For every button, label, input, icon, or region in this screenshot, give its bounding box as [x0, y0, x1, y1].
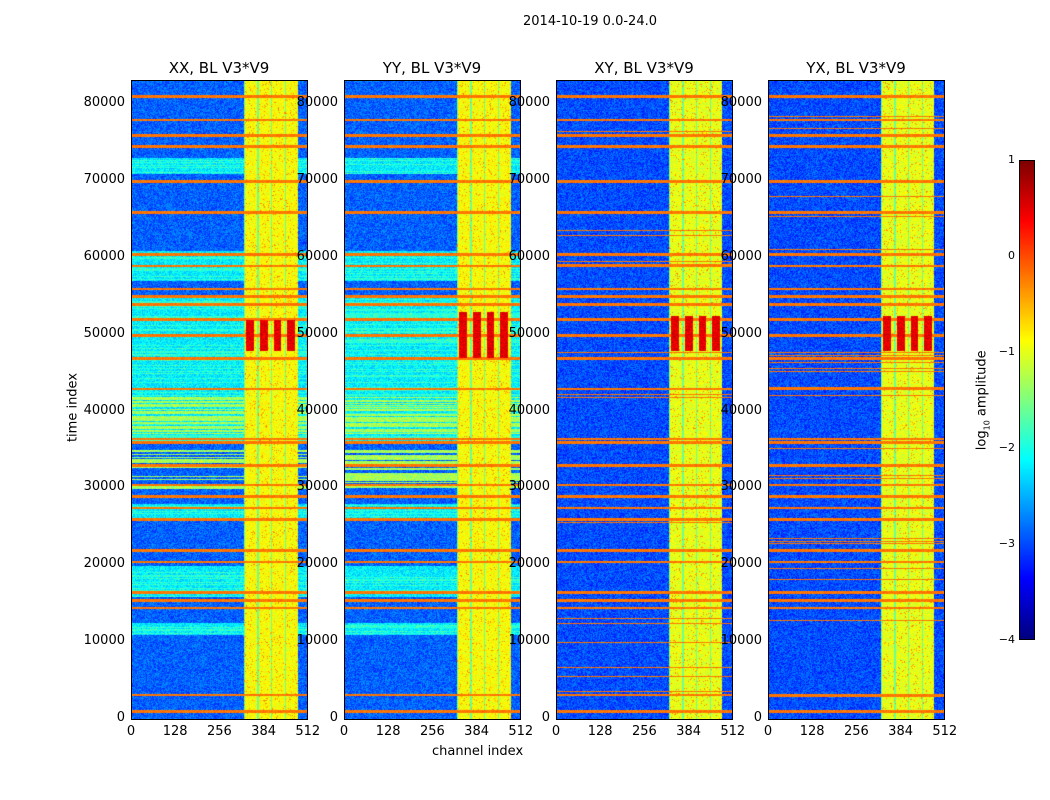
x-tick-label: 512 — [508, 724, 534, 739]
colorbar-tick-label: 1 — [1008, 153, 1015, 166]
x-tick-label: 128 — [375, 724, 401, 739]
y-tick-label: 70000 — [296, 171, 338, 187]
x-tick-label: 128 — [799, 724, 825, 739]
y-tick-label: 0 — [753, 710, 762, 725]
heatmap-image — [769, 81, 944, 719]
y-tick-label: 10000 — [508, 633, 550, 649]
x-tick-label: 0 — [763, 724, 773, 739]
y-tick-label: 40000 — [296, 402, 338, 418]
y-tick-label: 10000 — [83, 633, 125, 649]
colorbar-gradient — [1020, 161, 1034, 639]
y-tick-label: 20000 — [720, 556, 762, 572]
x-tick-label: 256 — [843, 724, 869, 739]
x-tick-label: 0 — [551, 724, 561, 739]
x-tick-label: 256 — [631, 724, 657, 739]
y-tick-label: 50000 — [720, 325, 762, 341]
y-tick-label: 0 — [116, 710, 125, 725]
panel-title: YY, BL V3*V9 — [382, 59, 482, 77]
y-tick-label: 50000 — [296, 325, 338, 341]
y-tick-label: 80000 — [720, 95, 762, 110]
x-axis-label: channel index — [432, 744, 524, 759]
y-tick-label: 40000 — [83, 402, 125, 418]
colorbar-tick-label: −2 — [998, 441, 1015, 454]
x-tick-label: 256 — [419, 724, 445, 739]
heatmap-panel-1 — [131, 80, 308, 720]
x-tick-label: 384 — [888, 724, 913, 739]
y-tick-label: 30000 — [83, 479, 125, 495]
x-tick-label: 128 — [587, 724, 613, 739]
y-tick-label: 10000 — [296, 633, 338, 649]
y-tick-label: 60000 — [83, 248, 125, 264]
heatmap-panel-3 — [556, 80, 733, 720]
y-tick-label: 40000 — [720, 402, 762, 418]
x-tick-label: 384 — [676, 724, 701, 739]
x-tick-label: 384 — [251, 724, 276, 739]
y-tick-label: 20000 — [508, 556, 550, 572]
heatmap-panel-4 — [768, 80, 945, 720]
heatmap-panel-2 — [344, 80, 521, 720]
x-tick-label: 512 — [295, 724, 321, 739]
y-tick-label: 40000 — [508, 402, 550, 418]
colorbar-tick-label: 0 — [1008, 249, 1015, 262]
colorbar-tick-label: −1 — [998, 345, 1015, 358]
panel-title: XY, BL V3*V9 — [594, 59, 694, 77]
panel-title: XX, BL V3*V9 — [168, 59, 270, 77]
panel-title: YX, BL V3*V9 — [806, 59, 906, 77]
x-tick-label: 256 — [206, 724, 232, 739]
y-tick-label: 70000 — [508, 171, 550, 187]
y-tick-label: 80000 — [508, 95, 550, 110]
heatmap-image — [132, 81, 307, 719]
y-tick-label: 0 — [329, 710, 338, 725]
y-tick-label: 30000 — [296, 479, 338, 495]
x-tick-label: 0 — [126, 724, 136, 739]
y-tick-label: 60000 — [296, 248, 338, 264]
y-tick-label: 70000 — [83, 171, 125, 187]
y-tick-label: 50000 — [83, 325, 125, 341]
y-tick-label: 20000 — [296, 556, 338, 572]
colorbar-label: log10 amplitude — [974, 350, 992, 451]
x-tick-label: 512 — [720, 724, 746, 739]
y-tick-label: 0 — [541, 710, 550, 725]
figure-title: 2014-10-19 0.0-24.0 — [523, 14, 657, 29]
x-tick-label: 128 — [162, 724, 188, 739]
x-tick-label: 512 — [932, 724, 958, 739]
y-tick-label: 70000 — [720, 171, 762, 187]
y-tick-label: 50000 — [508, 325, 550, 341]
colorbar — [1019, 160, 1035, 640]
heatmap-image — [345, 81, 520, 719]
y-tick-label: 30000 — [508, 479, 550, 495]
y-tick-label: 80000 — [83, 95, 125, 110]
heatmap-image — [557, 81, 732, 719]
y-tick-label: 80000 — [296, 95, 338, 110]
y-tick-label: 60000 — [508, 248, 550, 264]
x-tick-label: 384 — [464, 724, 489, 739]
y-tick-label: 10000 — [720, 633, 762, 649]
y-tick-label: 30000 — [720, 479, 762, 495]
y-tick-label: 20000 — [83, 556, 125, 572]
x-tick-label: 0 — [339, 724, 349, 739]
colorbar-tick-label: −4 — [998, 633, 1015, 646]
y-tick-label: 60000 — [720, 248, 762, 264]
colorbar-tick-label: −3 — [998, 537, 1015, 550]
